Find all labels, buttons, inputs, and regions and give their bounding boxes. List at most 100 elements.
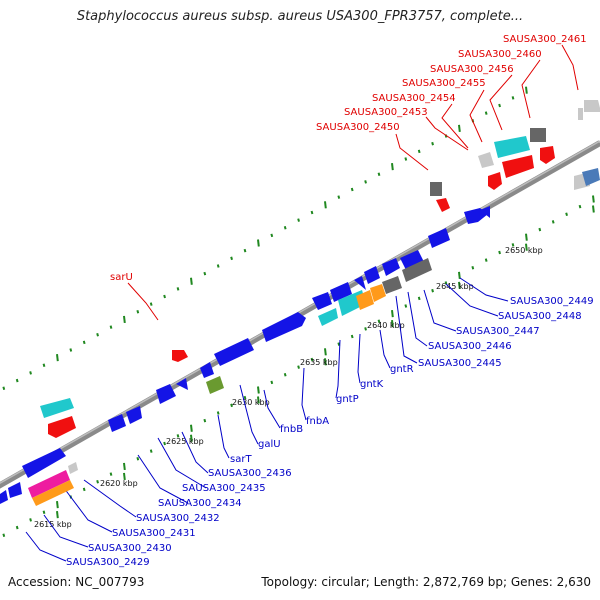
label-sausa300-2447: SAUSA300_2447 — [456, 326, 540, 337]
gene-blue-05 — [400, 250, 424, 270]
gene-orange-left — [32, 480, 74, 506]
tick-mark — [377, 319, 381, 324]
tick-mark — [324, 348, 327, 356]
label-sausa300-2431: SAUSA300_2431 — [112, 528, 196, 539]
tick-mark — [149, 449, 153, 453]
tick-mark — [324, 201, 327, 209]
tick-mark — [337, 342, 341, 346]
kbp-tick-labels: 2615 kbp 2620 kbp 2625 kbp 2630 kbp 2635… — [34, 246, 543, 529]
tick-mark — [109, 472, 113, 476]
gene-sausa300-2447 — [370, 284, 386, 302]
kbp-label-2650: 2650 kbp — [505, 246, 543, 255]
tick-mark — [29, 371, 32, 375]
tick-mark — [511, 96, 515, 100]
tick-mark — [69, 348, 73, 352]
tick-mark — [417, 296, 421, 301]
gene-fragment — [578, 108, 583, 120]
labels-outer-genes: SAUSA300_2461 SAUSA300_2460 SAUSA300_245… — [110, 34, 587, 283]
label-sausa300-2454: SAUSA300_2454 — [372, 93, 456, 104]
tick-mark — [190, 277, 193, 285]
labels-inner-genes: SAUSA300_2449 SAUSA300_2448 SAUSA300_244… — [66, 296, 594, 568]
tick-mark — [458, 271, 461, 280]
tick-mark — [471, 266, 475, 270]
tick-mark — [216, 411, 220, 415]
topology-summary: Topology: circular; Length: 2,872,769 bp… — [261, 575, 591, 589]
gene-blue-03 — [428, 228, 450, 248]
tick-mark — [525, 86, 528, 94]
gene-fnba — [262, 312, 306, 342]
tick-mark — [163, 441, 166, 446]
gene-blue-14 — [126, 406, 142, 424]
tick-mark — [176, 434, 180, 438]
tick-mark — [404, 304, 408, 308]
gene-blue-08 — [330, 282, 352, 302]
tick-mark — [350, 334, 354, 339]
kbp-label-2620: 2620 kbp — [100, 479, 138, 488]
tick-mark — [592, 205, 595, 213]
tick-mark — [270, 380, 274, 385]
tick-mark — [203, 271, 207, 276]
gene-sausa300-2453 — [502, 155, 534, 178]
tick-mark — [216, 264, 220, 268]
label-leader-lines — [25, 44, 579, 562]
gene-steelblue-right — [582, 168, 600, 186]
tick-mark — [283, 372, 287, 377]
tick-mark — [364, 327, 367, 331]
gene-cyan-left — [40, 398, 74, 418]
gene-red-left — [48, 416, 76, 438]
tick-mark — [484, 258, 488, 262]
gene-sausa300-2445 — [318, 308, 338, 326]
gene-gray-small — [68, 462, 78, 474]
gene-blue-17 — [0, 490, 8, 504]
tick-mark — [404, 157, 408, 161]
tick-mark — [377, 172, 381, 177]
gene-blue-01 — [464, 208, 488, 224]
tick-mark — [484, 111, 488, 115]
tick-mark — [337, 195, 341, 199]
label-sausa300-2429: SAUSA300_2429 — [66, 557, 150, 568]
gene-sausa300-2448 — [382, 276, 402, 294]
tick-mark — [297, 365, 300, 369]
tick-mark — [96, 479, 99, 484]
tick-mark — [592, 195, 595, 203]
tick-mark — [431, 288, 434, 293]
tick-mark — [190, 434, 193, 442]
gene-sausa300-2460 — [530, 128, 546, 142]
gene-sausa300-2456 — [494, 136, 530, 158]
tick-mark — [431, 141, 434, 146]
kbp-label-2625: 2625 kbp — [166, 437, 204, 446]
tick-mark — [257, 239, 260, 247]
tick-mark — [230, 256, 233, 261]
gene-fnbb — [214, 338, 254, 366]
tick-mark — [123, 472, 126, 481]
tick-mark — [310, 210, 314, 215]
tick-mark — [364, 180, 367, 184]
tick-mark — [551, 220, 555, 224]
gene-magenta — [28, 470, 70, 498]
tick-mark — [15, 525, 19, 530]
tick-mark — [82, 487, 86, 492]
tick-mark — [42, 510, 46, 515]
label-sausa300-2448: SAUSA300_2448 — [498, 311, 582, 322]
label-gntp: gntP — [336, 394, 359, 405]
gene-blue-09 — [312, 292, 332, 310]
label-saru: sarU — [110, 272, 133, 283]
tick-mark — [190, 424, 193, 432]
tick-mark — [391, 319, 394, 328]
tick-mark — [29, 518, 32, 522]
tick-mark — [136, 457, 140, 461]
tick-mark — [525, 233, 528, 241]
tick-mark — [203, 418, 207, 423]
kbp-label-2630: 2630 kbp — [232, 398, 270, 407]
tick-mark — [270, 233, 274, 238]
label-gntk: gntK — [360, 379, 384, 390]
gene-blue-06 — [364, 266, 380, 284]
tick-mark — [163, 294, 166, 299]
gene-red-small — [488, 172, 502, 190]
label-sausa300-2453: SAUSA300_2453 — [344, 107, 428, 118]
gene-sausa300-2454 — [540, 146, 555, 164]
gene-blue-04 — [382, 258, 400, 276]
tick-mark — [310, 357, 314, 362]
tick-mark — [2, 533, 6, 537]
